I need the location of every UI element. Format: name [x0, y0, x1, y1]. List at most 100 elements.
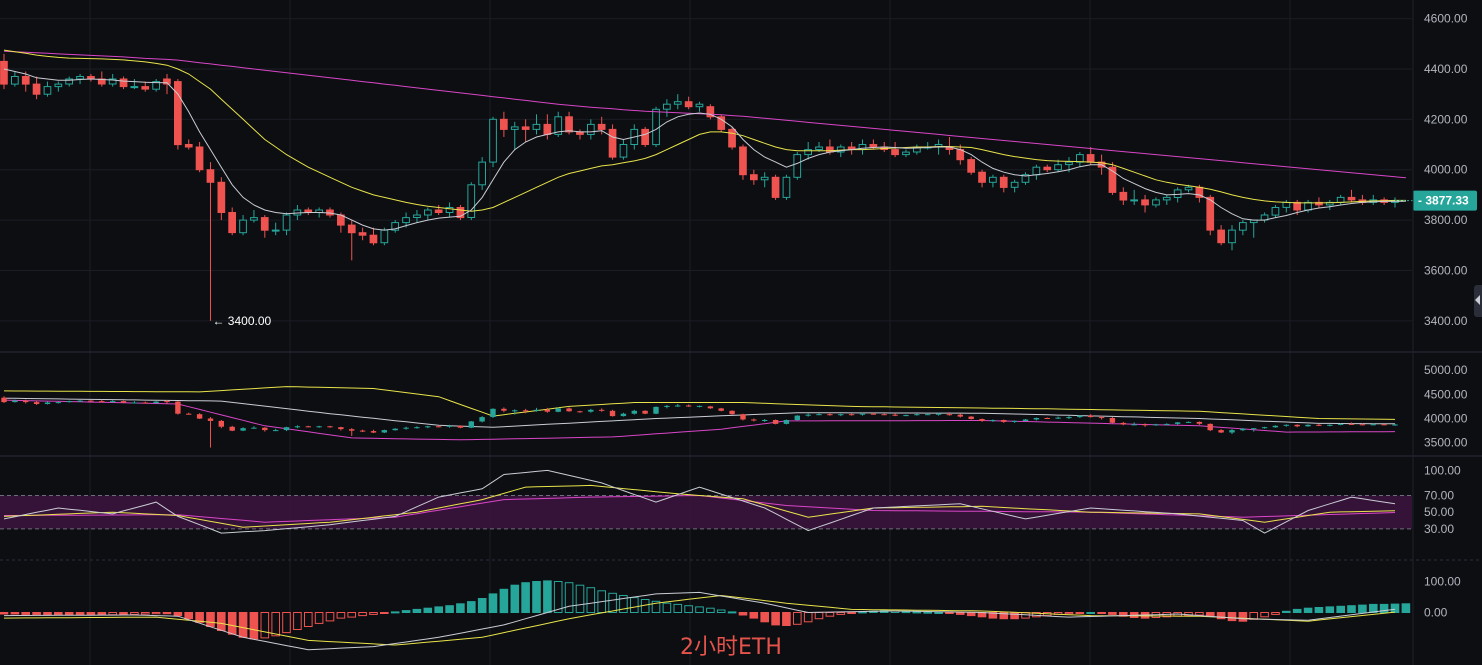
- candle-up[interactable]: [510, 126, 519, 130]
- candle-up[interactable]: [1282, 201, 1291, 208]
- candle-down[interactable]: [1086, 154, 1095, 163]
- candle-down[interactable]: [641, 128, 649, 145]
- candle-down[interactable]: [32, 83, 41, 95]
- candle-down[interactable]: [521, 126, 530, 130]
- candle-up[interactable]: [1304, 201, 1312, 211]
- candle-up[interactable]: [76, 76, 84, 80]
- candle-down[interactable]: [0, 60, 8, 85]
- candle-up[interactable]: [130, 86, 139, 89]
- candle-up[interactable]: [1010, 181, 1019, 188]
- candle-down[interactable]: [728, 128, 736, 148]
- candle-up[interactable]: [391, 222, 399, 231]
- candle-down[interactable]: [21, 76, 30, 85]
- candle-up[interactable]: [380, 229, 389, 244]
- candle-down[interactable]: [206, 169, 215, 183]
- candle-up[interactable]: [1054, 164, 1062, 171]
- candle-down[interactable]: [771, 176, 780, 198]
- candle-down[interactable]: [750, 174, 758, 181]
- candle-up[interactable]: [413, 214, 421, 218]
- candle-down[interactable]: [228, 212, 237, 234]
- macd-pane[interactable]: [0, 580, 1411, 651]
- candle-down[interactable]: [163, 78, 171, 85]
- candle-up[interactable]: [424, 209, 432, 216]
- rsi-pane[interactable]: [0, 469, 1482, 561]
- candle-up[interactable]: [1336, 196, 1345, 203]
- price-axis[interactable]: 4600.00 4400.00 4200.00 4000.00 3800.00 3600.…: [1395, 0, 1477, 665]
- candle-down[interactable]: [1108, 166, 1117, 193]
- candle-up[interactable]: [652, 108, 660, 146]
- candle-up[interactable]: [804, 149, 812, 156]
- candle-down[interactable]: [1119, 191, 1128, 201]
- candle-down[interactable]: [358, 232, 367, 236]
- candle-up[interactable]: [239, 219, 247, 234]
- candle-down[interactable]: [1347, 196, 1356, 201]
- candle-down[interactable]: [967, 159, 975, 173]
- candle-up[interactable]: [271, 229, 280, 232]
- candle-down[interactable]: [500, 118, 508, 130]
- bollinger-pane[interactable]: [0, 386, 1482, 457]
- candle-down[interactable]: [739, 146, 747, 176]
- candle-down[interactable]: [717, 116, 726, 130]
- candle-down[interactable]: [684, 101, 693, 108]
- candle-up[interactable]: [554, 116, 563, 135]
- candle-down[interactable]: [978, 171, 986, 183]
- candle-down[interactable]: [195, 146, 204, 171]
- candle-down[interactable]: [565, 116, 573, 133]
- candle-up[interactable]: [250, 217, 258, 221]
- price-pane[interactable]: ← 3400.00: [0, 49, 1482, 353]
- candle-down[interactable]: [184, 144, 193, 148]
- candle-up[interactable]: [673, 101, 682, 105]
- candle-up[interactable]: [402, 217, 410, 224]
- candle-up[interactable]: [815, 146, 823, 150]
- candle-up[interactable]: [1076, 154, 1084, 163]
- candle-up[interactable]: [782, 176, 791, 198]
- candle-down[interactable]: [1293, 201, 1302, 211]
- candle-up[interactable]: [11, 76, 19, 85]
- candle-down[interactable]: [347, 224, 356, 234]
- candle-up[interactable]: [902, 151, 910, 156]
- candle-up[interactable]: [478, 161, 486, 186]
- candle-up[interactable]: [152, 81, 161, 90]
- candle-up[interactable]: [108, 78, 117, 85]
- candle-up[interactable]: [1162, 196, 1171, 201]
- candle-down[interactable]: [999, 176, 1008, 188]
- candle-down[interactable]: [1206, 196, 1215, 231]
- candle-down[interactable]: [260, 217, 269, 231]
- candle-down[interactable]: [1217, 229, 1226, 244]
- candle-down[interactable]: [119, 78, 128, 88]
- candle-up[interactable]: [282, 214, 291, 231]
- candle-up[interactable]: [619, 144, 628, 158]
- candle-up[interactable]: [793, 154, 802, 178]
- candle-up[interactable]: [1271, 207, 1280, 216]
- candle-down[interactable]: [891, 149, 899, 156]
- candle-down[interactable]: [869, 144, 878, 148]
- candle-down[interactable]: [217, 181, 226, 214]
- candle-down[interactable]: [543, 123, 552, 136]
- candle-up[interactable]: [467, 184, 476, 219]
- candle-up[interactable]: [663, 103, 671, 110]
- candle-down[interactable]: [608, 128, 617, 158]
- candle-down[interactable]: [706, 106, 715, 118]
- candle-up[interactable]: [1239, 222, 1247, 231]
- candle-up[interactable]: [1173, 189, 1182, 198]
- chevron-left-icon[interactable]: [1474, 285, 1482, 317]
- candle-up[interactable]: [1021, 174, 1030, 183]
- candle-up[interactable]: [989, 176, 997, 183]
- candle-up[interactable]: [532, 123, 541, 130]
- candle-up[interactable]: [54, 83, 63, 88]
- candle-up[interactable]: [65, 78, 74, 85]
- candle-up[interactable]: [445, 207, 454, 213]
- candle-down[interactable]: [174, 81, 182, 146]
- candle-up[interactable]: [489, 118, 497, 163]
- candle-up[interactable]: [695, 103, 704, 108]
- candle-up[interactable]: [1228, 229, 1236, 244]
- candle-down[interactable]: [434, 209, 443, 213]
- candle-up[interactable]: [1065, 161, 1073, 166]
- candle-down[interactable]: [369, 234, 378, 244]
- candle-down[interactable]: [141, 86, 150, 90]
- candle-up[interactable]: [1184, 186, 1193, 191]
- candle-up[interactable]: [1130, 199, 1139, 202]
- candle-up[interactable]: [760, 176, 769, 181]
- candle-down[interactable]: [597, 123, 606, 130]
